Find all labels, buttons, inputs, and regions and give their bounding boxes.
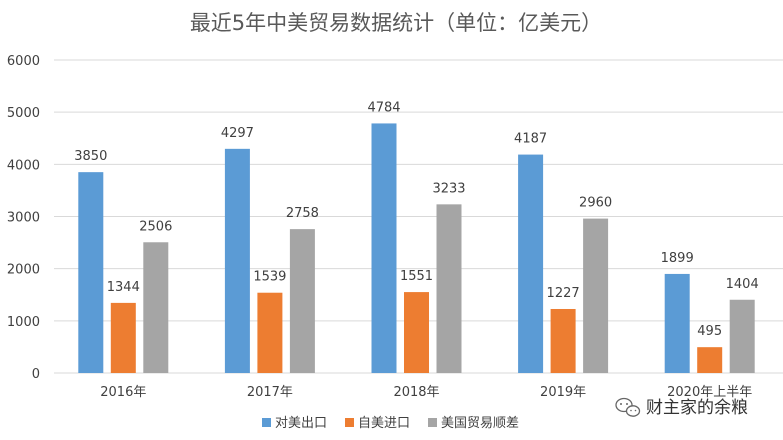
bar [257,292,283,373]
wechat-icon [615,397,641,417]
y-tick-label: 6000 [7,54,40,69]
y-axis: 0 1000 2000 3000 4000 5000 6000 [7,54,40,382]
y-tick-label: 2000 [7,263,40,278]
data-label: 1227 [547,286,580,301]
y-tick-label: 3000 [7,211,40,226]
data-labels: 3850 1344 2506 4297 1539 2758 4784 1551 3233 4187… [74,100,758,339]
bar [518,154,544,373]
bar [664,273,690,373]
y-tick-label: 4000 [7,158,40,173]
x-tick-label: 2019年 [540,385,586,400]
data-label: 4187 [514,132,547,147]
bar [371,123,397,374]
y-tick-label: 1000 [7,315,40,330]
x-tick-label: 2016年 [100,385,146,400]
data-label: 495 [697,324,722,339]
bar [436,204,462,373]
bar [143,242,169,373]
bar [289,229,315,373]
x-tick-label: 2020年上半年 [667,385,752,400]
watermark-text: 财主家的余粮 [646,398,748,418]
data-label: 1404 [726,277,759,292]
data-label: 2506 [139,219,172,234]
bar [110,302,136,373]
data-label: 2758 [286,206,319,221]
legend-label: 美国贸易顺差 [441,416,519,431]
data-label: 3233 [432,181,465,196]
chart-title: 最近5年中美贸易数据统计（单位：亿美元） [190,11,602,35]
y-tick-label: 5000 [7,106,40,121]
x-tick-label: 2017年 [247,385,293,400]
bars [78,123,755,374]
data-label: 1899 [661,251,694,266]
bar [404,292,429,373]
x-tick-label: 2018年 [393,385,439,400]
data-label: 1539 [253,270,286,285]
bar [697,347,723,373]
bar [550,308,576,373]
legend-label: 对美出口 [275,416,327,431]
bar [729,299,755,373]
data-label: 1551 [400,269,433,284]
gridlines [54,59,783,374]
data-label: 4784 [367,100,400,115]
data-label: 4297 [221,126,254,141]
legend-label: 自美进口 [358,416,410,431]
legend: 对美出口 自美进口 美国贸易顺差 [262,416,519,431]
bar [78,172,104,373]
data-label: 2960 [579,196,612,211]
legend-swatch [428,418,437,427]
data-label: 1344 [107,280,140,295]
y-tick-label: 0 [32,367,40,382]
bar [583,218,609,373]
x-axis: 2016年 2017年 2018年 2019年 2020年上半年 [100,385,752,400]
legend-swatch [262,418,271,427]
bar [224,148,250,373]
legend-swatch [345,418,354,427]
data-label: 3850 [74,149,107,164]
watermark: 财主家的余粮 [615,397,748,418]
